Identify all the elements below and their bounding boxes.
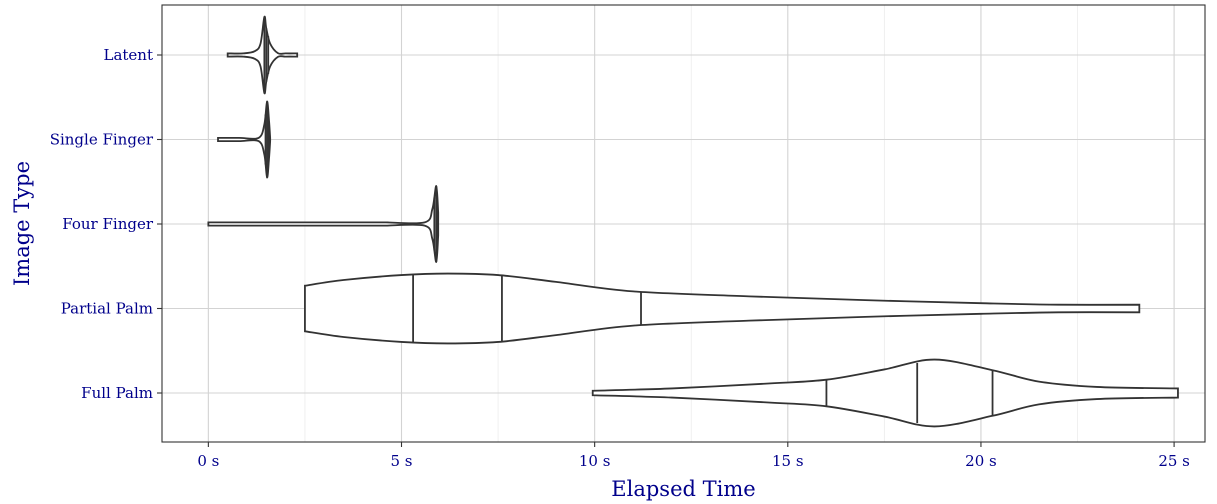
violin-shape: [591, 358, 1179, 428]
y-tick-label: Latent: [104, 46, 154, 64]
violin-shape: [304, 272, 1141, 345]
violin-shape: [217, 100, 272, 179]
x-tick-label: 15 s: [772, 452, 804, 470]
x-tick-label: 25 s: [1158, 452, 1190, 470]
x-axis-ticks: 0 s 5 s 10 s 15 s 20 s 25 s: [197, 442, 1190, 470]
y-tick-label: Four Finger: [62, 215, 154, 233]
violin-latent: [226, 15, 299, 95]
x-tick-label: 20 s: [965, 452, 997, 470]
violin-four-finger: [207, 185, 440, 263]
violin-shape: [226, 15, 299, 95]
x-tick-label: 0 s: [197, 452, 219, 470]
y-tick-label: Full Palm: [81, 384, 153, 402]
violins: [207, 15, 1179, 428]
y-tick-label: Partial Palm: [61, 300, 153, 318]
x-tick-label: 5 s: [390, 452, 412, 470]
violin-single-finger: [217, 100, 272, 179]
y-tick-label: Single Finger: [50, 131, 154, 149]
y-axis-ticks: Latent Single Finger Four Finger Partial Pa…: [50, 46, 162, 402]
violin-full-palm: [591, 358, 1179, 428]
x-axis-title: Elapsed Time: [611, 477, 755, 501]
y-axis-title: Image Type: [10, 161, 34, 286]
violin-partial-palm: [304, 272, 1141, 345]
x-tick-label: 10 s: [579, 452, 611, 470]
violin-shape: [207, 185, 440, 263]
